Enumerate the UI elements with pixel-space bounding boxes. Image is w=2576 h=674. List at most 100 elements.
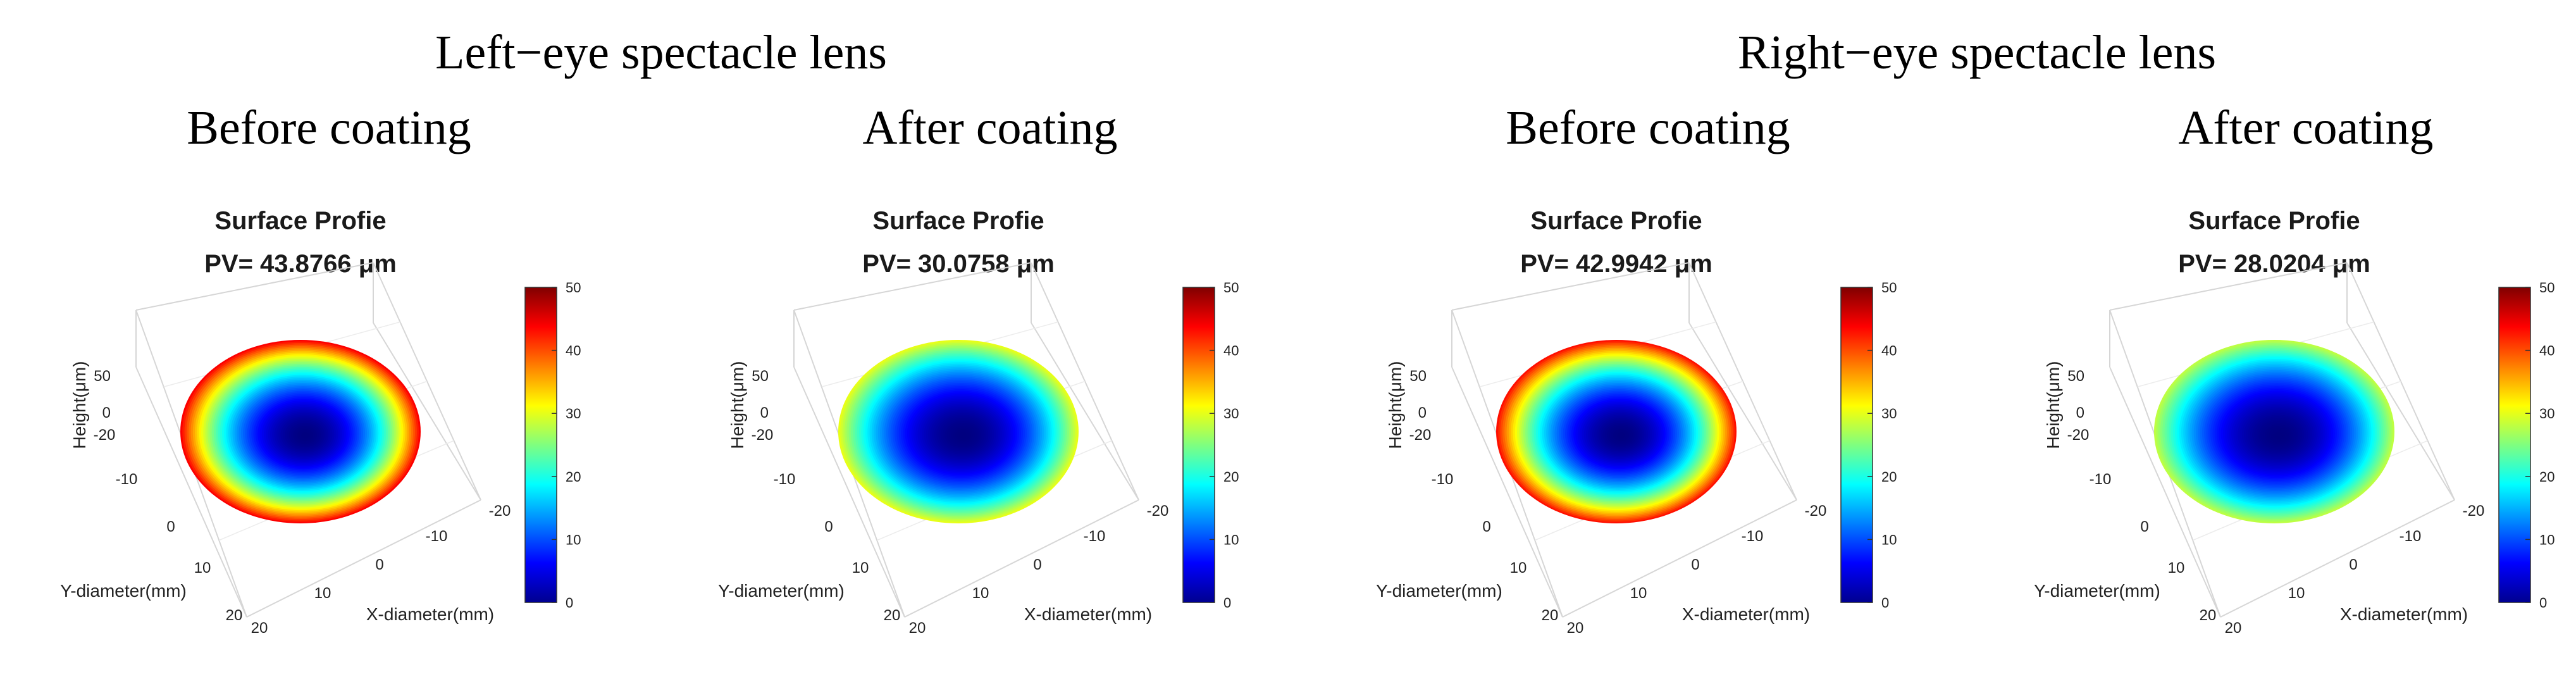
y-tick-label: 10 [852, 559, 869, 577]
plot-title: Surface Profie [2188, 207, 2360, 235]
z-axis-label: Height(μm) [2043, 361, 2063, 449]
y-tick-label: 20 [1542, 607, 1559, 624]
y-tick-label: 10 [2168, 559, 2185, 577]
z-tick-label: 50 [752, 368, 769, 385]
column-heading-left-after: After coating [862, 101, 1117, 154]
box-edge [1031, 322, 1139, 501]
x-axis-label: X-diameter(mm) [1682, 604, 1810, 624]
colorbar [2498, 287, 2531, 603]
x-tick-label: -10 [1084, 528, 1106, 545]
x-tick-label: 0 [1033, 556, 1041, 573]
x-tick-label: -10 [2400, 528, 2422, 545]
colorbar-tick-label: 10 [2539, 532, 2554, 547]
y-tick-label: 10 [1510, 559, 1527, 577]
y-tick-label: 20 [884, 607, 901, 624]
colorbar-tick-label: 40 [1223, 343, 1239, 359]
z-tick-label: 0 [760, 404, 769, 421]
x-tick-label: -20 [1147, 502, 1169, 520]
x-tick-label: -20 [489, 502, 511, 520]
colorbar-tick-label: 50 [2539, 280, 2554, 296]
colorbar-tick-label: 30 [2539, 406, 2554, 421]
x-tick-label: 20 [2225, 620, 2242, 637]
x-tick-label: 20 [909, 620, 926, 637]
box-edge [904, 499, 1139, 618]
z-axis-label: Height(μm) [728, 361, 747, 449]
box-edge [2109, 366, 2221, 618]
z-tick-label: 50 [1409, 368, 1427, 385]
y-axis-label: Y-diameter(mm) [2034, 581, 2160, 601]
box-edge [246, 499, 481, 618]
x-axis-label: X-diameter(mm) [2340, 604, 2468, 624]
x-tick-label: 0 [2349, 556, 2357, 573]
y-tick-label: 0 [824, 518, 833, 535]
y-tick-label: 20 [2200, 607, 2217, 624]
left-eye-group-heading: Left−eye spectacle lens [435, 26, 887, 79]
x-axis-label: X-diameter(mm) [1024, 604, 1152, 624]
surface-ring [963, 435, 964, 436]
z-tick-label: 0 [2076, 404, 2084, 421]
plot-title: Surface Profie [214, 207, 386, 235]
y-axis-label: Y-diameter(mm) [718, 581, 845, 601]
box-edge [135, 262, 374, 311]
surface-ring [305, 435, 306, 436]
box-edge [2220, 499, 2455, 618]
x-tick-label: 10 [2288, 585, 2305, 602]
y-tick-label: -20 [2067, 427, 2090, 444]
x-tick-label: -20 [2463, 502, 2485, 520]
y-tick-label: 0 [1482, 518, 1490, 535]
x-tick-label: -10 [1742, 528, 1764, 545]
y-tick-label: -20 [1409, 427, 1432, 444]
z-tick-label: 50 [94, 368, 111, 385]
z-axis-label: Height(μm) [1385, 361, 1405, 449]
colorbar [1840, 287, 1873, 603]
colorbar-tick-label: 50 [1881, 280, 1897, 296]
box-edge [1451, 262, 1690, 311]
colorbar-tick-label: 50 [566, 280, 581, 296]
x-tick-label: 20 [251, 620, 268, 637]
colorbar-tick-label: 40 [1881, 343, 1897, 359]
box-edge [1562, 499, 1797, 618]
x-tick-label: 10 [972, 585, 989, 602]
z-axis-label: Height(μm) [70, 361, 89, 449]
colorbar-tick-label: 10 [1223, 532, 1239, 547]
y-axis-label: Y-diameter(mm) [60, 581, 187, 601]
x-tick-label: 0 [375, 556, 383, 573]
z-tick-label: 0 [1418, 404, 1427, 421]
x-tick-label: 0 [1691, 556, 1699, 573]
y-tick-label: 10 [194, 559, 211, 577]
box-edge [1688, 322, 1797, 501]
colorbar [1182, 287, 1215, 603]
column-heading-left-before: Before coating [187, 101, 471, 154]
colorbar-tick-label: 0 [1223, 595, 1231, 611]
box-edge [135, 366, 247, 618]
box-edge [1451, 366, 1563, 618]
z-tick-label: 0 [102, 404, 111, 421]
y-tick-label: -10 [2090, 471, 2112, 488]
plot-title: Surface Profie [872, 207, 1044, 235]
y-tick-label: 20 [226, 607, 243, 624]
colorbar-tick-label: 40 [2539, 343, 2554, 359]
colorbar-tick-label: 20 [1223, 469, 1239, 485]
surface-ring [2279, 435, 2280, 436]
colorbar-tick-label: 10 [1881, 532, 1897, 547]
y-tick-label: -10 [774, 471, 796, 488]
x-tick-label: 10 [1630, 585, 1647, 602]
y-tick-label: 0 [2140, 518, 2148, 535]
box-edge [793, 262, 1032, 311]
colorbar-tick-label: 30 [1881, 406, 1897, 421]
colorbar-tick-label: 10 [566, 532, 581, 547]
colorbar-tick-label: 30 [566, 406, 581, 421]
right-eye-group-heading: Right−eye spectacle lens [1738, 26, 2216, 79]
x-axis-label: X-diameter(mm) [366, 604, 494, 624]
colorbar-tick-label: 20 [1881, 469, 1897, 485]
y-tick-label: 0 [166, 518, 175, 535]
y-tick-label: -10 [1432, 471, 1454, 488]
x-tick-label: 10 [314, 585, 331, 602]
y-tick-label: -20 [94, 427, 116, 444]
